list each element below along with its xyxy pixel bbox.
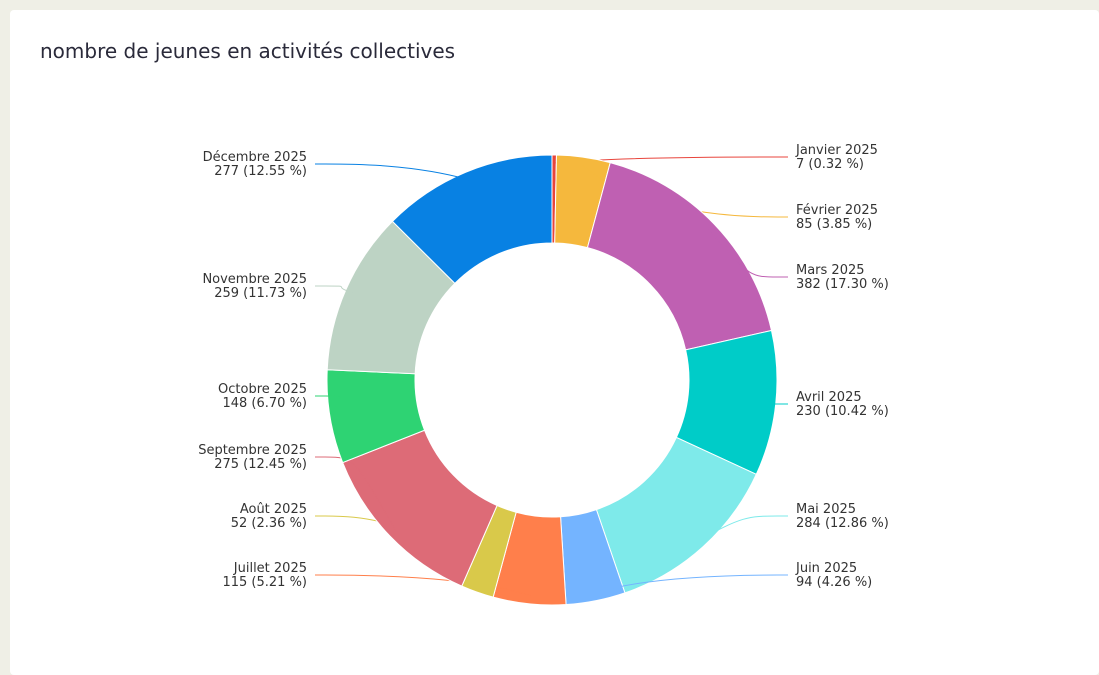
- slice-label: Novembre 2025: [202, 272, 307, 287]
- slice: [391, 154, 553, 285]
- slice-label: Avril 2025: [796, 390, 862, 405]
- slice-value-label: 277 (12.55 %): [214, 164, 307, 179]
- slice-label: Février 2025: [796, 203, 878, 218]
- slice-value-label: 94 (4.26 %): [796, 575, 872, 590]
- leader-line: [762, 402, 788, 405]
- slice-value-label: 85 (3.85 %): [796, 217, 872, 232]
- slice-value-label: 230 (10.42 %): [796, 404, 889, 419]
- slice-value-label: 382 (17.30 %): [796, 277, 889, 292]
- leader-line: [315, 285, 354, 294]
- slice-label: Octobre 2025: [218, 382, 307, 397]
- slice-label: Janvier 2025: [795, 143, 878, 158]
- chart-title: nombre de jeunes en activités collective…: [40, 39, 455, 63]
- slice-label: Juin 2025: [795, 561, 857, 576]
- slice: [586, 162, 773, 351]
- leader-line: [315, 395, 341, 416]
- slice-value-label: 115 (5.21 %): [222, 575, 307, 590]
- slice-label: Septembre 2025: [198, 443, 307, 458]
- leader-line: [708, 229, 788, 278]
- slice-label: Décembre 2025: [203, 150, 307, 165]
- slice-label: Mai 2025: [796, 502, 856, 517]
- slice-value-label: 148 (6.70 %): [222, 396, 307, 411]
- slice-value-label: 52 (2.36 %): [231, 516, 307, 531]
- leader-line: [315, 574, 531, 597]
- leader-line: [594, 574, 788, 594]
- slice-value-label: 275 (12.45 %): [214, 457, 307, 472]
- slice-value-label: 7 (0.32 %): [796, 157, 864, 172]
- slice-label: Mars 2025: [796, 263, 865, 278]
- leader-line: [315, 456, 397, 531]
- slice-label: Juillet 2025: [233, 561, 307, 576]
- slice-label: Août 2025: [240, 502, 307, 517]
- leader-line: [697, 515, 788, 542]
- slice-value-label: 284 (12.86 %): [796, 516, 889, 531]
- leader-line: [315, 163, 469, 181]
- slice-value-label: 259 (11.73 %): [214, 286, 307, 301]
